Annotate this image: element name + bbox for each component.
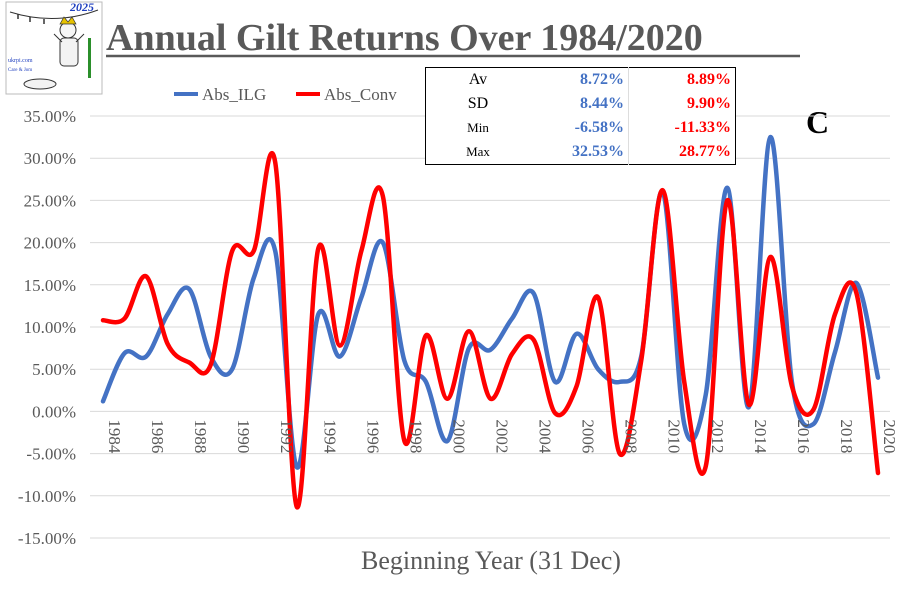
x-tick-label: 2016: [794, 419, 813, 453]
stats-label: Max: [466, 144, 490, 159]
x-tick-label: 1994: [320, 419, 339, 454]
corner-mark: C: [806, 104, 829, 140]
x-tick-label: 1992: [277, 419, 296, 453]
logo-tag: Care & Jom: [8, 68, 32, 73]
stats-row-max: Max 32.53% 28.77%: [426, 140, 736, 165]
y-tick-label: -5.00%: [26, 445, 76, 464]
x-tick-label: 1988: [191, 419, 210, 453]
legend-label-conv: Abs_Conv: [324, 85, 397, 104]
stats-ilg: -6.58%: [574, 119, 624, 136]
y-tick-label: 30.00%: [24, 149, 76, 168]
stats-ilg: 8.72%: [580, 71, 624, 88]
stats-label: SD: [467, 95, 489, 112]
stats-row-min: Min -6.58% -11.33%: [426, 116, 736, 140]
stats-label: Min: [467, 120, 489, 135]
logo-cartoon: 2025 ukrpi.com Care & Jom: [5, 0, 103, 95]
logo-year: 2025: [69, 0, 94, 14]
chart-title: Annual Gilt Returns Over 1984/2020: [106, 17, 703, 59]
y-tick-label: -10.00%: [18, 487, 76, 506]
y-tick-label: 15.00%: [24, 276, 76, 295]
x-tick-label: 2020: [880, 419, 899, 453]
stats-ilg: 8.44%: [580, 95, 624, 112]
stats-conv: 28.77%: [628, 140, 736, 165]
x-tick-label: 2010: [665, 419, 684, 453]
series-layer: [100, 134, 881, 510]
x-axis-ticks: 1984 1986 1988 1990 1992 1994 1996 1998 2000 2002…: [105, 419, 899, 454]
y-tick-label: 0.00%: [32, 402, 76, 421]
x-tick-label: 2008: [622, 419, 641, 453]
x-tick-label: 2002: [493, 419, 512, 453]
legend: Abs_ILG Abs_Conv: [174, 85, 397, 104]
logo-site: ukrpi.com: [8, 58, 33, 64]
x-tick-label: 2012: [708, 419, 727, 453]
stats-conv: 9.90%: [628, 92, 736, 116]
stats-table: Av 8.72% 8.89% SD 8.44% 9.90% Min -6.58% -11.3…: [425, 67, 736, 165]
series-line-ilg: [100, 134, 881, 470]
y-tick-label: 5.00%: [32, 360, 76, 379]
stats-row-av: Av 8.72% 8.89%: [426, 67, 736, 92]
stats-row-sd: SD 8.44% 9.90%: [426, 92, 736, 116]
x-tick-label: 1998: [406, 419, 425, 453]
y-tick-label: -15.00%: [18, 529, 76, 548]
x-tick-label: 1984: [105, 419, 124, 454]
stats-ilg: 32.53%: [572, 143, 624, 160]
x-tick-label: 1990: [234, 419, 253, 453]
stats-conv: 8.89%: [628, 67, 736, 92]
x-tick-label: 2004: [536, 419, 555, 454]
x-tick-label: 2018: [837, 419, 856, 453]
y-tick-label: 20.00%: [24, 234, 76, 253]
legend-label-ilg: Abs_ILG: [202, 85, 266, 104]
y-axis-ticks: 35.00% 30.00% 25.00% 20.00% 15.00% 10.00% 5.00…: [18, 107, 76, 548]
x-tick-label: 2000: [449, 419, 468, 453]
x-tick-label: 2014: [751, 419, 770, 454]
x-tick-label: 1986: [148, 419, 167, 453]
x-tick-label: 1996: [363, 419, 382, 453]
stats-label: Av: [468, 71, 488, 88]
x-tick-label: 2006: [579, 419, 598, 453]
series-line-conv: [100, 150, 881, 510]
y-tick-label: 10.00%: [24, 318, 76, 337]
x-axis-label: Beginning Year (31 Dec): [361, 546, 621, 575]
stats-conv: -11.33%: [628, 116, 736, 140]
y-tick-label: 35.00%: [24, 107, 76, 126]
gridlines: [90, 115, 890, 539]
y-tick-label: 25.00%: [24, 191, 76, 210]
